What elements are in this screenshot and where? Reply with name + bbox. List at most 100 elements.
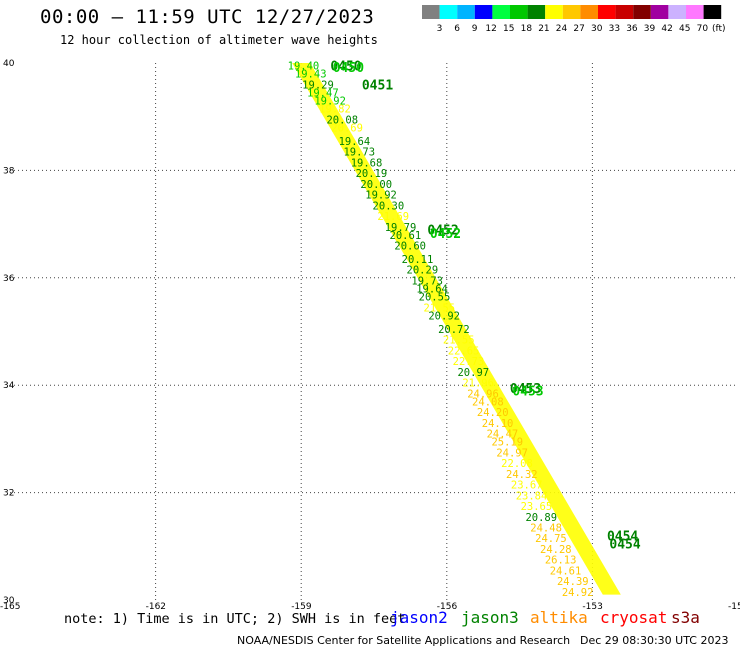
colorbar-tick-label: 6	[454, 24, 460, 34]
colorbar-swatch	[598, 5, 616, 19]
colorbar-swatch	[668, 5, 686, 19]
colorbar-tick-label: 9	[472, 24, 478, 34]
time-label: 0454	[607, 530, 638, 545]
swh-value-label: 21.55	[424, 302, 456, 314]
latitude-tick-label: 34	[3, 381, 15, 391]
colorbar-swatch	[422, 5, 440, 19]
legend-cryosat: cryosat	[600, 608, 668, 627]
swh-value-label: 25.19	[491, 437, 523, 449]
colorbar-tick-label: 30	[591, 24, 603, 34]
colorbar-tick-label: 42	[661, 24, 672, 34]
swh-value-label: 19.73	[411, 275, 443, 287]
swh-value-label: 19.64	[416, 284, 448, 296]
colorbar-swatch	[545, 5, 563, 19]
swh-value-label: 19.47	[307, 88, 339, 100]
longitude-tick-label: -156	[437, 602, 458, 610]
swh-value-label: 24.48	[530, 523, 562, 535]
colorbar-tick-label: 21	[538, 24, 549, 34]
colorbar-tick-label: 18	[521, 24, 533, 34]
page-title: 00:00 – 11:59 UTC 12/27/2023	[40, 6, 375, 28]
generated-timestamp: Dec 29 08:30:30 UTC 2023	[580, 634, 729, 647]
swh-value-label: 24.47	[487, 429, 519, 441]
colorbar-tick-label: 12	[485, 24, 496, 34]
colorbar-tick-label: 24	[556, 24, 568, 34]
colorbar-swatch	[580, 5, 598, 19]
satellite-track	[292, 63, 621, 595]
colorbar-unit: (ft)	[712, 24, 726, 34]
swh-value-label: 20.92	[428, 310, 460, 322]
swh-value-label: 20.29	[407, 265, 439, 277]
swh-value-label: 20.89	[525, 512, 557, 524]
colorbar-tick-label: 45	[679, 24, 690, 34]
swh-value-label: 24.10	[482, 418, 514, 430]
time-label: 0453	[510, 382, 541, 397]
swh-value-label: 19.43	[295, 69, 327, 81]
longitude-tick-label: -153	[582, 602, 602, 610]
swh-value-label: 24.39	[557, 576, 589, 588]
colorbar-swatch	[650, 5, 669, 19]
swh-value-label: 24.96	[467, 388, 499, 400]
colorbar-tick-label: 36	[626, 24, 638, 34]
colorbar-tick-label: 33	[609, 24, 620, 34]
colorbar-swatch	[562, 5, 581, 19]
swh-value-label: 20.69	[331, 122, 363, 134]
time-label: 0452	[430, 227, 461, 242]
swh-value-label: 20.97	[457, 367, 489, 379]
swh-value-label: 20.60	[394, 241, 426, 253]
swh-value-label: 21.96	[462, 378, 494, 390]
latitude-tick-label: 38	[3, 166, 15, 176]
colorbar-swatch	[703, 5, 722, 19]
colorbar-swatch	[615, 5, 634, 19]
swh-value-label: 23.67	[511, 480, 543, 492]
swh-value-label: 24.28	[540, 544, 572, 556]
page-subtitle: 12 hour collection of altimeter wave hei…	[60, 33, 378, 47]
swh-value-label: 19.79	[385, 222, 417, 234]
colorbar-swatch	[439, 5, 458, 19]
swh-value-label: 22.65	[448, 345, 480, 357]
time-label: 0454	[609, 538, 640, 553]
colorbar-swatch	[633, 5, 651, 19]
swh-value-label: 19.82	[319, 104, 351, 116]
swh-value-label: 23.65	[521, 501, 553, 513]
longitude-tick-label: -162	[146, 602, 166, 610]
colorbar-swatch	[474, 5, 493, 19]
time-label: 0452	[427, 223, 458, 238]
longitude-tick-label: -165	[0, 602, 20, 610]
swh-value-label: 20.11	[402, 254, 434, 266]
track-band	[292, 63, 621, 595]
swh-value-label: 20.72	[438, 324, 470, 336]
map-axes: 30 32 34 36 38 40 -165 -162 -159 -156 -153 -150	[0, 59, 740, 610]
colorbar-tick-label: 27	[573, 24, 584, 34]
time-label: 0450	[330, 60, 361, 75]
swh-value-label: 19.29	[302, 79, 334, 91]
colorbar-swatch	[492, 5, 510, 19]
units-note: note: 1) Time is in UTC; 2) SWH is in fe…	[64, 611, 406, 627]
swh-value-label: 22.73	[453, 356, 485, 368]
legend-jason3: jason3	[461, 608, 519, 627]
swh-value-label: 20.61	[390, 230, 422, 242]
swh-value-label: 20.08	[326, 114, 358, 126]
swh-value-label: 24.32	[506, 469, 538, 481]
time-label: 0450	[333, 61, 364, 76]
colorbar-tick-label: 15	[503, 24, 514, 34]
longitude-tick-label: -150	[728, 602, 740, 610]
swh-value-label: 24.92	[562, 587, 594, 599]
swh-value-label: 21.69	[377, 211, 409, 223]
swh-value-label: 19.73	[343, 147, 375, 159]
swh-value-label: 19.64	[339, 136, 371, 148]
latitude-tick-label: 40	[3, 59, 15, 69]
colorbar-swatch	[686, 5, 704, 19]
swh-value-label: 20.19	[356, 168, 388, 180]
longitude-tick-label: -159	[291, 602, 312, 610]
legend-s3a: s3a	[671, 608, 700, 627]
track-labels: 19.4019.4319.2919.4719.9219.8220.0820.69…	[288, 60, 641, 599]
swh-value-label: 24.97	[496, 447, 528, 459]
time-label: 0451	[362, 78, 393, 93]
colorbar-tick-label: 70	[697, 24, 709, 34]
latitude-tick-label: 32	[3, 489, 14, 499]
swh-value-label: 19.68	[351, 157, 383, 169]
swh-value-label: 24.08	[472, 396, 504, 408]
swh-value-label: 22.08	[501, 458, 533, 470]
swh-value-label: 24.75	[535, 533, 567, 545]
colorbar-swatch	[527, 5, 546, 19]
